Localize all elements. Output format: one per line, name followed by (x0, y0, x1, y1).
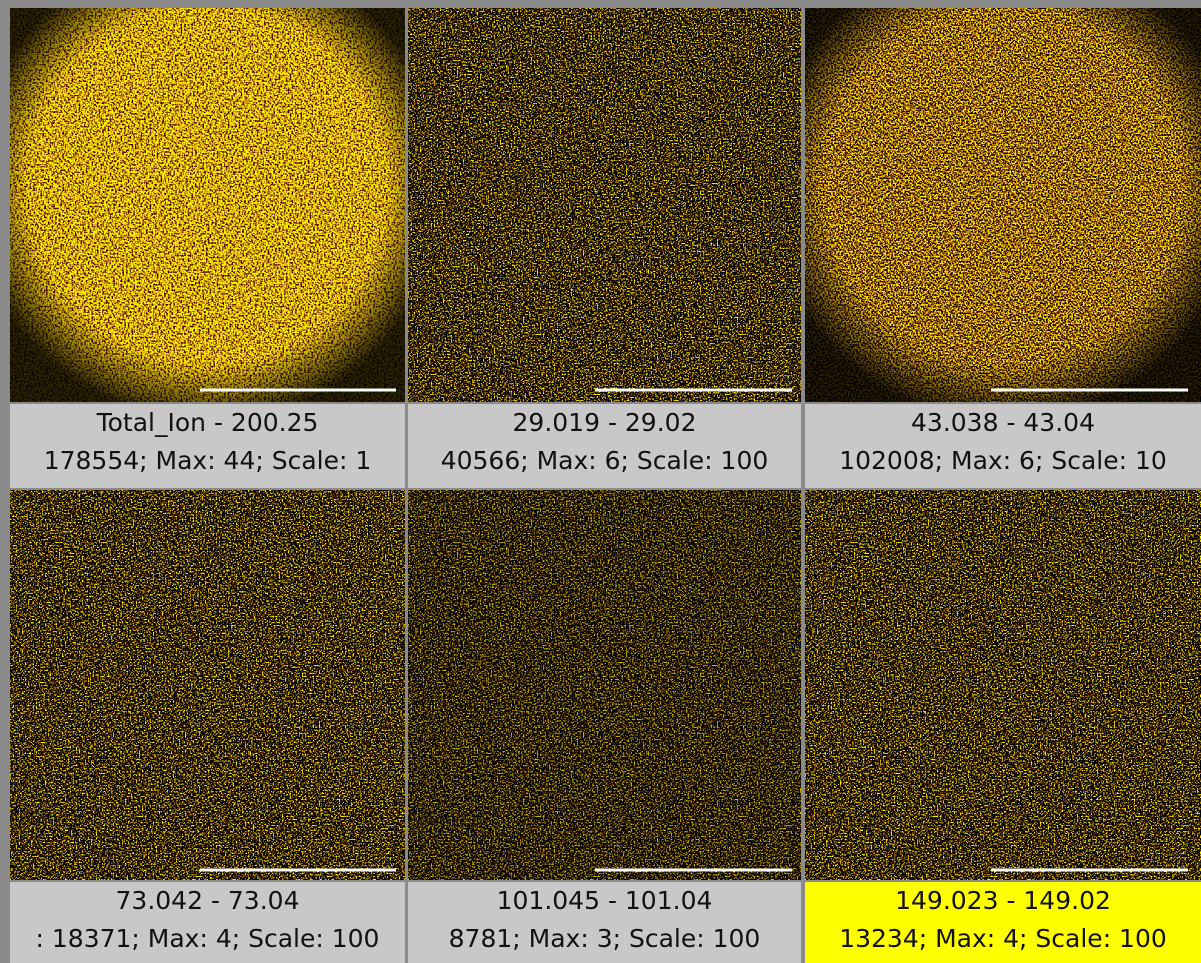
panel-info: 13234; Max: 4; Scale: 100 (805, 920, 1201, 958)
panel-info: 178554; Max: 44; Scale: 1 (10, 442, 405, 480)
ion-image (408, 8, 801, 402)
panel-title: 43.038 - 43.04 (805, 404, 1201, 442)
panel-title: Total_Ion - 200.25 (10, 404, 405, 442)
panel-info: 40566; Max: 6; Scale: 100 (408, 442, 801, 480)
ion-image (805, 8, 1201, 402)
app-window: Total_Ion - 200.25178554; Max: 44; Scale… (0, 0, 1201, 963)
panel-info: 102008; Max: 6; Scale: 10 (805, 442, 1201, 480)
ion-image (10, 8, 405, 402)
image-panel[interactable]: 73.042 - 73.04: 18371; Max: 4; Scale: 10… (10, 490, 405, 963)
panel-title: 73.042 - 73.04 (10, 882, 405, 920)
panel-title: 101.045 - 101.04 (408, 882, 801, 920)
ion-image (10, 490, 405, 880)
ion-image (408, 490, 801, 880)
panel-title: 149.023 - 149.02 (805, 882, 1201, 920)
panel-title: 29.019 - 29.02 (408, 404, 801, 442)
panel-info: 8781; Max: 3; Scale: 100 (408, 920, 801, 958)
ion-image (805, 490, 1201, 880)
panel-info: : 18371; Max: 4; Scale: 100 (10, 920, 405, 958)
